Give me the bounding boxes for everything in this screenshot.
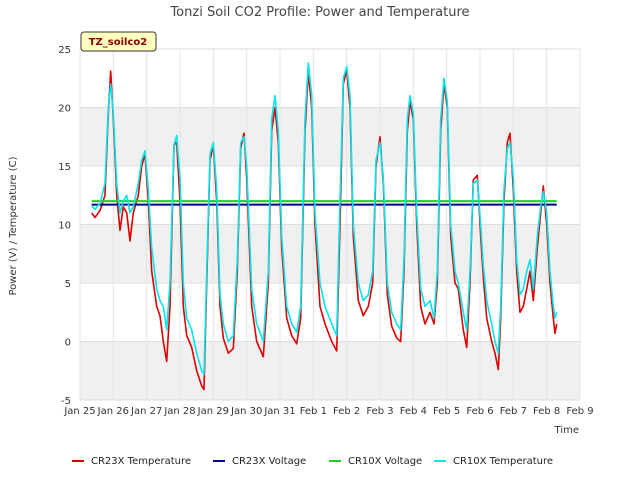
legend-label: CR10X Voltage <box>348 456 422 467</box>
x-tick-label: Jan 27 <box>130 406 162 417</box>
x-tick-label: Feb 1 <box>300 406 327 417</box>
plot-band <box>80 107 580 166</box>
series-line-cr10x-temperature <box>91 62 558 376</box>
y-axis-ticks: -5 0 5 10 15 20 25 <box>58 45 71 407</box>
x-axis-label: Time <box>554 425 579 436</box>
x-tick-label: Jan 28 <box>163 406 195 417</box>
x-tick-label: Feb 8 <box>533 406 560 417</box>
legend-label: CR23X Voltage <box>232 456 306 467</box>
series-layer <box>91 62 558 391</box>
legend-label: CR10X Temperature <box>453 456 553 467</box>
x-tick-label: Feb 9 <box>566 406 593 417</box>
y-tick-label: -5 <box>61 396 71 407</box>
chart-title: Tonzi Soil CO2 Profile: Power and Temper… <box>169 5 469 20</box>
y-tick-label: 15 <box>58 162 71 173</box>
legend-item: CR10X Voltage <box>329 456 422 467</box>
plot-band <box>80 224 580 283</box>
y-tick-label: 5 <box>65 279 71 290</box>
x-tick-label: Feb 7 <box>500 406 527 417</box>
x-tick-label: Jan 26 <box>97 406 129 417</box>
x-tick-label: Feb 4 <box>400 406 427 417</box>
x-tick-label: Jan 25 <box>63 406 95 417</box>
series-line-cr23x-temperature <box>91 69 558 391</box>
y-tick-label: 10 <box>58 221 71 232</box>
x-tick-label: Feb 5 <box>433 406 460 417</box>
site-tag: TZ_soilco2 <box>80 31 157 52</box>
x-axis-ticks: Jan 25 Jan 26 Jan 27 Jan 28 Jan 29 Jan 30 Jan … <box>63 406 593 417</box>
grid-lines <box>79 48 581 401</box>
y-axis-label: Power (V) / Temperature (C) <box>8 156 19 295</box>
x-tick-label: Jan 31 <box>263 406 295 417</box>
legend-item: CR10X Temperature <box>434 456 553 467</box>
x-tick-label: Feb 6 <box>466 406 493 417</box>
legend: CR23X Temperature CR23X Voltage CR10X Volt… <box>72 456 553 467</box>
y-tick-label: 20 <box>58 104 71 115</box>
x-tick-label: Jan 30 <box>230 406 262 417</box>
plot-band <box>80 341 580 400</box>
legend-label: CR23X Temperature <box>91 456 191 467</box>
x-tick-label: Jan 29 <box>197 406 229 417</box>
y-tick-label: 25 <box>58 45 71 56</box>
x-tick-label: Feb 3 <box>366 406 393 417</box>
y-tick-label: 0 <box>65 338 71 349</box>
legend-item: CR23X Temperature <box>72 456 191 467</box>
legend-item: CR23X Voltage <box>213 456 306 467</box>
x-tick-label: Feb 2 <box>333 406 360 417</box>
site-tag-label: TZ_soilco2 <box>89 37 148 48</box>
